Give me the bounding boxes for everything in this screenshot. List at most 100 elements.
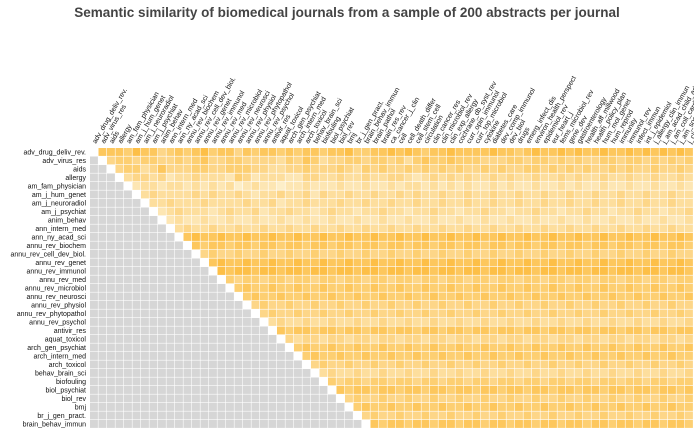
heatmap-cell xyxy=(319,284,328,292)
masked-cell xyxy=(209,292,217,301)
heatmap-cell xyxy=(430,156,438,165)
heatmap-cell xyxy=(158,199,166,207)
heatmap-cell xyxy=(413,233,421,241)
heatmap-cell xyxy=(336,275,345,284)
heatmap-cell xyxy=(404,394,413,403)
heatmap-cell xyxy=(404,301,413,309)
masked-cell xyxy=(107,258,115,267)
heatmap-cell xyxy=(413,411,421,420)
heatmap-cell xyxy=(464,352,472,360)
heatmap-cell xyxy=(600,326,608,335)
heatmap-cell xyxy=(676,199,685,207)
heatmap-cell xyxy=(413,148,421,156)
masked-cell xyxy=(328,420,336,428)
heatmap-cell xyxy=(362,326,370,335)
heatmap-cell xyxy=(370,258,379,267)
heatmap-cell xyxy=(370,420,379,428)
heatmap-cell xyxy=(532,233,540,241)
heatmap-cell xyxy=(413,326,421,335)
heatmap-cell xyxy=(634,267,642,275)
heatmap-cell xyxy=(294,301,302,309)
heatmap-cell xyxy=(362,335,370,343)
heatmap-cell xyxy=(455,318,464,326)
heatmap-cell xyxy=(557,326,566,335)
heatmap-cell xyxy=(506,394,515,403)
heatmap-cell xyxy=(447,309,455,318)
masked-cell xyxy=(209,301,217,309)
heatmap-cell xyxy=(472,173,481,182)
masked-cell xyxy=(107,292,115,301)
heatmap-cell xyxy=(285,233,294,241)
heatmap-cell xyxy=(319,301,328,309)
masked-cell xyxy=(141,250,149,258)
masked-cell xyxy=(217,377,226,386)
masked-cell xyxy=(115,411,124,420)
heatmap-cell xyxy=(438,199,447,207)
masked-cell xyxy=(158,258,166,267)
heatmap-cell xyxy=(455,301,464,309)
masked-cell xyxy=(251,360,260,369)
heatmap-cell xyxy=(617,360,625,369)
heatmap-cell xyxy=(498,267,506,275)
heatmap-cell xyxy=(302,352,311,360)
heatmap-cell xyxy=(387,156,396,165)
heatmap-cell xyxy=(353,173,362,182)
heatmap-cell xyxy=(396,173,404,182)
heatmap-cell xyxy=(328,309,336,318)
masked-cell xyxy=(124,377,132,386)
heatmap-cell xyxy=(404,420,413,428)
heatmap-cell xyxy=(379,267,387,275)
heatmap-cell xyxy=(634,224,642,233)
heatmap-cell xyxy=(472,284,481,292)
heatmap-cell xyxy=(668,241,676,250)
heatmap-cell xyxy=(642,233,651,241)
masked-cell xyxy=(141,309,149,318)
heatmap-cell xyxy=(515,403,523,411)
heatmap-cell xyxy=(217,267,226,275)
heatmap-cell xyxy=(668,267,676,275)
heatmap-cell xyxy=(387,284,396,292)
heatmap-cell xyxy=(353,309,362,318)
heatmap-cell xyxy=(659,318,668,326)
heatmap-cell xyxy=(659,182,668,190)
heatmap-cell xyxy=(421,420,430,428)
heatmap-cell xyxy=(481,335,489,343)
heatmap-cell xyxy=(447,207,455,216)
masked-cell xyxy=(183,284,192,292)
heatmap-cell xyxy=(447,156,455,165)
heatmap-cell xyxy=(523,403,532,411)
heatmap-cell xyxy=(498,182,506,190)
heatmap-cell xyxy=(447,173,455,182)
heatmap-cell xyxy=(200,224,209,233)
heatmap-cell xyxy=(506,275,515,284)
masked-cell xyxy=(311,386,319,394)
heatmap-cell xyxy=(311,326,319,335)
heatmap-cell xyxy=(141,173,149,182)
heatmap-cell xyxy=(430,292,438,301)
heatmap-cell xyxy=(370,394,379,403)
heatmap-cell xyxy=(447,241,455,250)
heatmap-cell xyxy=(336,233,345,241)
heatmap-cell xyxy=(498,326,506,335)
heatmap-cell xyxy=(404,377,413,386)
masked-cell xyxy=(158,284,166,292)
heatmap-cell xyxy=(506,411,515,420)
heatmap-cell xyxy=(370,165,379,173)
heatmap-cell xyxy=(251,173,260,182)
heatmap-cell xyxy=(387,335,396,343)
heatmap-cell xyxy=(115,165,124,173)
masked-cell xyxy=(311,377,319,386)
heatmap-cell xyxy=(659,369,668,377)
heatmap-cell xyxy=(557,420,566,428)
heatmap-cell xyxy=(489,216,498,224)
heatmap-cell xyxy=(141,148,149,156)
masked-cell xyxy=(98,360,107,369)
heatmap-cell xyxy=(515,343,523,352)
heatmap-cell xyxy=(617,216,625,224)
masked-cell xyxy=(175,386,183,394)
masked-cell xyxy=(132,352,141,360)
heatmap-cell xyxy=(107,156,115,165)
heatmap-cell xyxy=(540,182,549,190)
masked-cell xyxy=(243,326,251,335)
heatmap-cell xyxy=(515,224,523,233)
